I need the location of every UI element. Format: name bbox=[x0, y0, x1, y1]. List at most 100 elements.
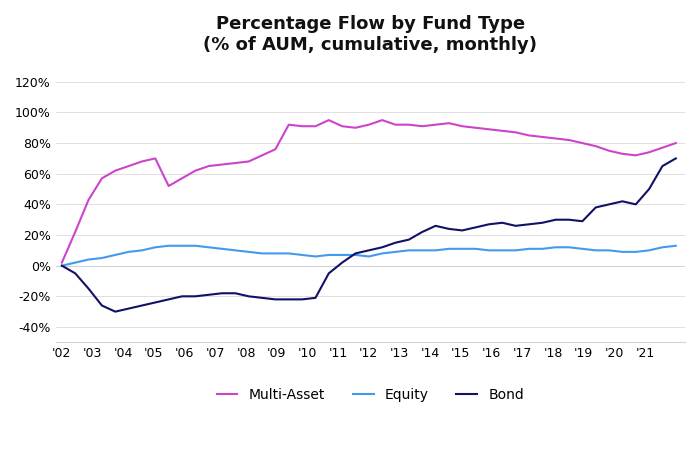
Equity bbox=[458, 246, 466, 252]
Bond bbox=[458, 228, 466, 233]
Bond bbox=[98, 303, 106, 308]
Bond bbox=[365, 247, 373, 253]
Equity bbox=[471, 246, 480, 252]
Bond bbox=[338, 260, 346, 265]
Equity bbox=[618, 249, 626, 255]
Bond bbox=[244, 294, 253, 299]
Bond bbox=[418, 229, 426, 235]
Bond bbox=[391, 240, 400, 246]
Multi-Asset bbox=[125, 163, 133, 169]
Equity bbox=[298, 252, 307, 258]
Equity bbox=[512, 247, 520, 253]
Equity bbox=[565, 245, 573, 250]
Multi-Asset bbox=[365, 122, 373, 128]
Bond bbox=[125, 306, 133, 311]
Equity bbox=[85, 257, 93, 262]
Bond bbox=[444, 226, 453, 232]
Bond bbox=[231, 291, 239, 296]
Equity bbox=[271, 251, 279, 256]
Equity bbox=[111, 252, 120, 258]
Multi-Asset bbox=[512, 130, 520, 135]
Equity bbox=[151, 245, 160, 250]
Equity bbox=[138, 247, 146, 253]
Multi-Asset bbox=[525, 133, 533, 138]
Equity bbox=[391, 249, 400, 255]
Bond bbox=[525, 222, 533, 227]
Bond bbox=[618, 198, 626, 204]
Equity bbox=[578, 246, 587, 252]
Bond bbox=[605, 202, 613, 207]
Bond bbox=[178, 294, 186, 299]
Multi-Asset bbox=[565, 137, 573, 143]
Equity bbox=[218, 246, 226, 252]
Bond bbox=[671, 156, 680, 161]
Line: Bond: Bond bbox=[62, 158, 676, 311]
Equity bbox=[57, 263, 66, 268]
Multi-Asset bbox=[578, 140, 587, 146]
Multi-Asset bbox=[484, 127, 493, 132]
Line: Equity: Equity bbox=[62, 246, 676, 266]
Bond bbox=[85, 286, 93, 291]
Multi-Asset bbox=[378, 118, 386, 123]
Equity bbox=[98, 255, 106, 261]
Bond bbox=[565, 217, 573, 222]
Equity bbox=[525, 246, 533, 252]
Equity bbox=[605, 247, 613, 253]
Multi-Asset bbox=[164, 183, 173, 189]
Bond bbox=[378, 245, 386, 250]
Multi-Asset bbox=[285, 122, 293, 128]
Equity bbox=[444, 246, 453, 252]
Bond bbox=[312, 295, 320, 301]
Bond bbox=[191, 294, 200, 299]
Legend: Multi-Asset, Equity, Bond: Multi-Asset, Equity, Bond bbox=[211, 382, 530, 407]
Multi-Asset bbox=[138, 159, 146, 164]
Line: Multi-Asset: Multi-Asset bbox=[62, 120, 676, 262]
Bond bbox=[658, 163, 666, 169]
Bond bbox=[271, 296, 279, 302]
Equity bbox=[164, 243, 173, 248]
Bond bbox=[538, 220, 547, 226]
Bond bbox=[512, 223, 520, 228]
Multi-Asset bbox=[552, 136, 560, 141]
Bond bbox=[552, 217, 560, 222]
Bond bbox=[138, 303, 146, 308]
Bond bbox=[631, 202, 640, 207]
Multi-Asset bbox=[244, 159, 253, 164]
Multi-Asset bbox=[605, 148, 613, 153]
Equity bbox=[258, 251, 266, 256]
Multi-Asset bbox=[271, 147, 279, 152]
Bond bbox=[285, 296, 293, 302]
Multi-Asset bbox=[631, 153, 640, 158]
Equity bbox=[125, 249, 133, 255]
Multi-Asset bbox=[325, 118, 333, 123]
Multi-Asset bbox=[71, 229, 79, 235]
Multi-Asset bbox=[351, 125, 360, 130]
Title: Percentage Flow by Fund Type
(% of AUM, cumulative, monthly): Percentage Flow by Fund Type (% of AUM, … bbox=[204, 15, 538, 54]
Equity bbox=[365, 254, 373, 259]
Equity bbox=[71, 260, 79, 265]
Equity bbox=[378, 251, 386, 256]
Equity bbox=[312, 254, 320, 259]
Bond bbox=[405, 237, 413, 242]
Bond bbox=[431, 223, 440, 228]
Equity bbox=[498, 247, 507, 253]
Bond bbox=[111, 309, 120, 314]
Multi-Asset bbox=[151, 156, 160, 161]
Bond bbox=[298, 296, 307, 302]
Bond bbox=[57, 263, 66, 268]
Multi-Asset bbox=[258, 153, 266, 158]
Multi-Asset bbox=[538, 134, 547, 140]
Bond bbox=[351, 251, 360, 256]
Multi-Asset bbox=[592, 143, 600, 149]
Multi-Asset bbox=[231, 160, 239, 166]
Equity bbox=[484, 247, 493, 253]
Equity bbox=[552, 245, 560, 250]
Equity bbox=[285, 251, 293, 256]
Bond bbox=[325, 271, 333, 276]
Multi-Asset bbox=[391, 122, 400, 128]
Multi-Asset bbox=[178, 176, 186, 181]
Bond bbox=[204, 292, 213, 297]
Multi-Asset bbox=[498, 128, 507, 133]
Multi-Asset bbox=[405, 122, 413, 128]
Equity bbox=[338, 252, 346, 258]
